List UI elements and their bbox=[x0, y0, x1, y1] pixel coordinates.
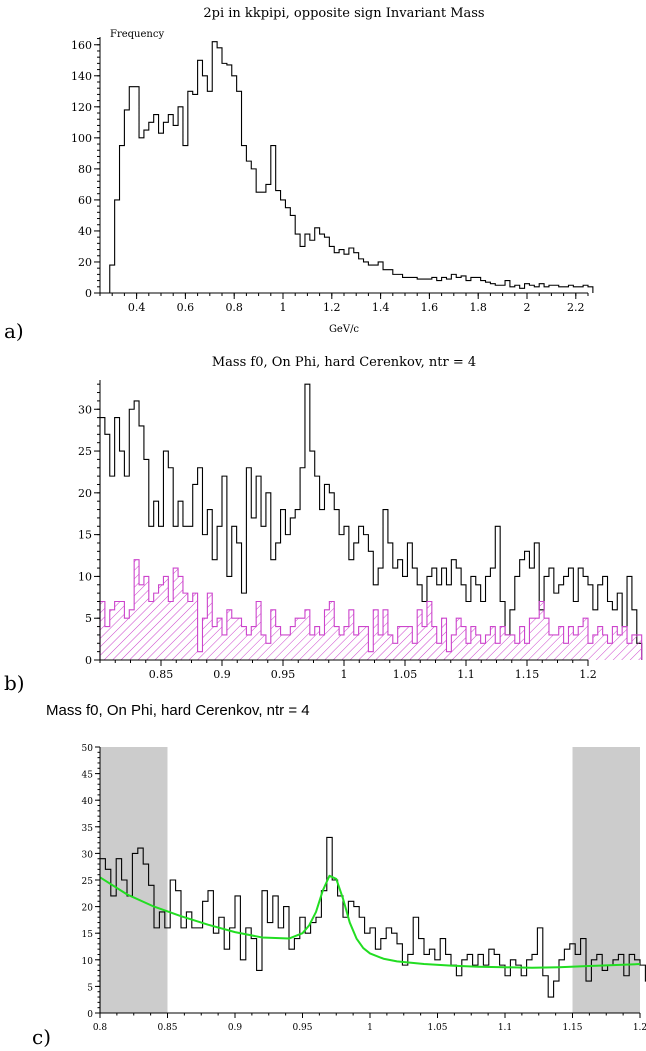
panel-c-xtick-label: 1.2 bbox=[633, 1023, 646, 1033]
panel-c-xtick-label: 0.8 bbox=[93, 1023, 108, 1033]
panel-c-ytick-label: 15 bbox=[82, 930, 94, 940]
panel-b-xtick-label: 1.05 bbox=[393, 668, 418, 681]
panel-a-xtick-label: 1.4 bbox=[372, 301, 390, 314]
panel-c-xtick-label: 1.15 bbox=[562, 1023, 582, 1033]
panel-b-plot: 0.85 0.9 0.95 1 1.05 1.1 1.15 1.2 0 5 10 15 20 25 30 bbox=[78, 380, 643, 681]
panel-b-ytick-label: 10 bbox=[78, 570, 92, 583]
panel-a-series-0 bbox=[104, 41, 594, 294]
panel-b-xtick-label: 0.85 bbox=[149, 668, 174, 681]
panel-b-series-0 bbox=[99, 383, 643, 660]
panel-a-xtick-label: 1.8 bbox=[469, 301, 487, 314]
panel-b-xtick-label: 0.95 bbox=[271, 668, 296, 681]
panel-a-ytick-label: 140 bbox=[71, 70, 92, 83]
panel-a-ytick-label: 20 bbox=[78, 256, 92, 269]
panel-c-ytick-label: 30 bbox=[82, 850, 94, 860]
panel-c-xtick-label: 0.85 bbox=[157, 1023, 177, 1033]
panel-a-ytick-label: 120 bbox=[71, 101, 92, 114]
panel-c-label: c) bbox=[32, 1025, 51, 1049]
panel-c-shaded-region-0 bbox=[100, 747, 168, 1013]
panel-a-ytick-label: 40 bbox=[78, 225, 92, 238]
panel-a-xtick-label: 0.6 bbox=[177, 301, 195, 314]
panel-b-xtick-label: 1.2 bbox=[579, 668, 597, 681]
panel-c-ytick-label: 10 bbox=[82, 957, 94, 967]
panel-b-label: b) bbox=[4, 671, 25, 695]
panel-c-xtick-label: 0.95 bbox=[292, 1023, 312, 1033]
panel-a-xtick-label: 1.2 bbox=[323, 301, 341, 314]
panel-c-ytick-label: 20 bbox=[82, 904, 94, 914]
panel-c-plot: 0.8 0.85 0.9 0.95 1 1.05 1.1 1.15 1.2 0 5 10 15 20 25 3… bbox=[82, 744, 646, 1033]
panel-c-shaded-region-1 bbox=[572, 747, 640, 1013]
panel-a-ytick-label: 80 bbox=[78, 163, 92, 176]
panel-a-chart: 2pi in kkpipi, opposite sign Invariant M… bbox=[4, 6, 594, 343]
panel-b-xtick-label: 0.9 bbox=[213, 668, 231, 681]
panel-c-ytick-label: 25 bbox=[82, 877, 94, 887]
panel-c-title: Mass f0, On Phi, hard Cerenkov, ntr = 4 bbox=[46, 702, 310, 719]
panel-c-xtick-label: 1.05 bbox=[427, 1023, 447, 1033]
panel-a-ytick-label: 100 bbox=[71, 132, 92, 145]
panel-a-ytick-label: 160 bbox=[71, 39, 92, 52]
panel-a-xtick-label: 0.8 bbox=[225, 301, 243, 314]
panel-c-ytick-label: 5 bbox=[87, 983, 93, 993]
panel-b-ytick-label: 25 bbox=[78, 445, 92, 458]
panel-a-label: a) bbox=[4, 319, 24, 343]
panel-a-ytick-label: 0 bbox=[85, 287, 92, 300]
panel-c-chart: Mass f0, On Phi, hard Cerenkov, ntr = 4 … bbox=[32, 702, 646, 1049]
panel-b-series-1 bbox=[99, 559, 643, 660]
panel-b-ytick-label: 15 bbox=[78, 529, 92, 542]
panel-c-ytick-label: 45 bbox=[82, 771, 94, 781]
panel-c-ytick-label: 35 bbox=[82, 824, 94, 834]
panel-b-xtick-label: 1.1 bbox=[457, 668, 475, 681]
panel-b-ytick-label: 0 bbox=[85, 654, 92, 667]
panel-c-ytick-label: 0 bbox=[87, 1010, 93, 1020]
panel-c-ytick-label: 40 bbox=[82, 797, 94, 807]
panel-c-series-0 bbox=[99, 836, 646, 1013]
panel-c-xtick-label: 1 bbox=[367, 1023, 373, 1033]
panel-b-ytick-label: 30 bbox=[78, 403, 92, 416]
panel-a-ytick-label: 60 bbox=[78, 194, 92, 207]
panel-a-xlabel: GeV/c bbox=[329, 324, 359, 335]
panel-a-xtick-label: 2 bbox=[524, 301, 531, 314]
panel-b-xtick-label: 1.15 bbox=[515, 668, 540, 681]
panel-c-fit-curve bbox=[99, 874, 641, 969]
panel-b-title: Mass f0, On Phi, hard Cerenkov, ntr = 4 bbox=[212, 355, 476, 370]
panel-b-ytick-label: 20 bbox=[78, 487, 92, 500]
panel-c-xtick-label: 0.9 bbox=[228, 1023, 243, 1033]
panel-a-title: 2pi in kkpipi, opposite sign Invariant M… bbox=[203, 6, 484, 21]
panel-a-xtick-label: 0.4 bbox=[128, 301, 146, 314]
panel-a-xtick-label: 2.2 bbox=[567, 301, 585, 314]
panel-b-chart: Mass f0, On Phi, hard Cerenkov, ntr = 4 … bbox=[4, 355, 643, 695]
panel-a-xtick-label: 1 bbox=[280, 301, 287, 314]
panel-a-plot: 0.4 0.6 0.8 1 1.2 1.4 1.6 1.8 2 2.2 0 20 40 60 80 100 12… bbox=[71, 37, 594, 314]
panel-c-ytick-label: 50 bbox=[82, 744, 94, 754]
panel-a-xtick-label: 1.6 bbox=[421, 301, 439, 314]
panel-b-series-1-fill bbox=[100, 559, 642, 660]
panel-b-xtick-label: 1 bbox=[341, 668, 348, 681]
panel-b-ytick-label: 5 bbox=[85, 612, 92, 625]
panel-c-xtick-label: 1.1 bbox=[498, 1023, 512, 1033]
panel-a-ylabel: Frequency bbox=[110, 29, 164, 40]
